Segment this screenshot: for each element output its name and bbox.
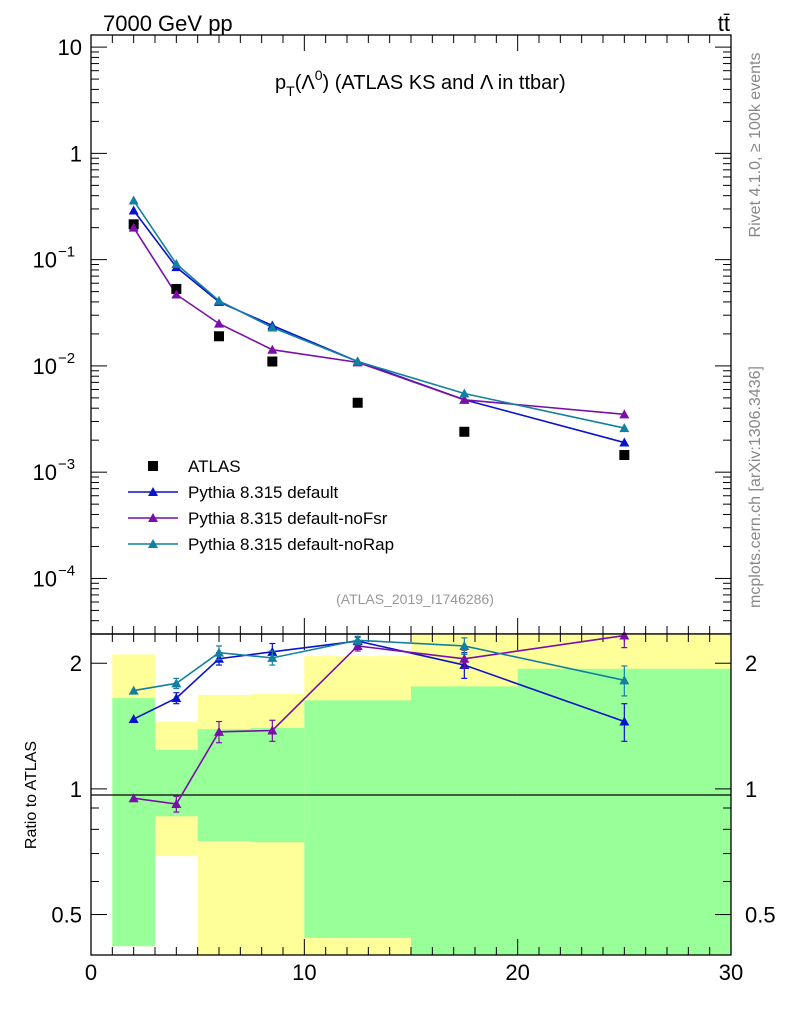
y-tick-exponent: −1 <box>58 244 75 261</box>
main-panel: pT(Λ0) (ATLAS KS and Λ in ttbar) (ATLAS_… <box>33 34 732 635</box>
point-default <box>128 205 139 215</box>
title-sub: T <box>286 83 295 99</box>
legend-marker-noRap <box>148 539 158 548</box>
ratio-point-noRap <box>171 678 182 688</box>
ratio-point-noFsr <box>214 726 224 736</box>
ratio-point-noRap <box>459 640 470 650</box>
point-noFsr <box>459 394 470 404</box>
ratio-point-noRap <box>214 647 224 657</box>
band-green <box>411 686 518 955</box>
point-default <box>619 437 630 447</box>
point-atlas <box>267 356 278 367</box>
point-noRap <box>619 423 630 433</box>
point-atlas <box>619 450 630 461</box>
x-tick-label: 10 <box>292 960 316 985</box>
main-frame <box>90 34 732 635</box>
ratio-point-noFsr <box>171 799 182 809</box>
ratio-ylabel: Ratio to ATLAS <box>23 741 40 849</box>
main-title: pT(Λ0) (ATLAS KS and Λ in ttbar) <box>275 67 566 99</box>
series-line-noFsr <box>132 227 625 416</box>
title-p: p <box>275 72 286 94</box>
ratio-point-noFsr <box>267 725 278 735</box>
ratio-point-default <box>128 714 139 724</box>
header-right: tt̄ <box>718 11 730 36</box>
y-tick-label: 10 <box>58 35 82 60</box>
legend-label-noFsr: Pythia 8.315 default-noFsr <box>188 509 388 528</box>
ratio-point-noFsr <box>352 640 363 650</box>
ratio-point-noRap <box>352 635 363 645</box>
ratio-frame <box>90 633 732 956</box>
legend-marker-noFsr <box>148 513 158 522</box>
point-atlas <box>171 283 182 294</box>
legend: ATLAS Pythia 8.315 default Pythia 8.315 de… <box>128 457 394 554</box>
ratio-y-label-left: 2 <box>70 651 82 676</box>
band-green <box>251 727 305 843</box>
point-noRap <box>267 322 278 332</box>
rivet-label: Rivet 4.1.0, ≥ 100k events <box>747 53 764 238</box>
analysis-watermark: (ATLAS_2019_I1746286) <box>336 591 494 607</box>
point-noFsr <box>267 344 278 354</box>
band-green <box>197 729 251 842</box>
ratio-point-noRap <box>619 675 630 685</box>
ratio-y-label-right: 2 <box>745 651 757 676</box>
ratio-y-label-left: 0.5 <box>51 903 82 928</box>
y-tick-label: 10 <box>33 566 57 591</box>
legend-label-noRap: Pythia 8.315 default-noRap <box>188 535 394 554</box>
legend-label-atlas: ATLAS <box>188 457 241 476</box>
ratio-y-label-right: 1 <box>745 777 757 802</box>
ratio-panel: 2 2 1 1 0.5 0.5 0 10 20 30 Ratio to ATLAS <box>23 630 776 985</box>
point-atlas <box>459 426 470 437</box>
ratio-point-default <box>619 716 630 726</box>
y-tick-label: 10 <box>33 354 57 379</box>
point-atlas <box>352 397 363 408</box>
point-noRap <box>171 258 182 268</box>
series-line-noRap <box>133 200 625 429</box>
point-noRap <box>128 195 139 205</box>
y-tick-exponent: −4 <box>58 562 75 579</box>
legend-label-default: Pythia 8.315 default <box>188 483 339 502</box>
ratio-point-noFsr <box>619 630 630 640</box>
x-tick-label: 0 <box>85 960 97 985</box>
y-tick-label: 1 <box>70 141 82 166</box>
x-tick-label: 30 <box>719 960 743 985</box>
legend-marker-default <box>148 487 158 496</box>
ratio-series <box>128 630 630 813</box>
legend-marker-atlas <box>148 461 158 471</box>
ratio-point-noFsr <box>128 793 139 803</box>
x-tick-label: 20 <box>505 960 529 985</box>
title-rest: ) (ATLAS KS and Λ in ttbar) <box>323 72 566 94</box>
mcplots-label: mcplots.cern.ch [arXiv:1306.3436] <box>747 366 764 608</box>
y-tick-exponent: −3 <box>58 456 75 473</box>
ratio-bands <box>112 634 731 955</box>
point-noFsr <box>128 222 139 232</box>
main-series <box>128 195 630 461</box>
title-sup: 0 <box>315 67 323 83</box>
y-tick-exponent: −2 <box>58 350 75 367</box>
ratio-y-label-left: 1 <box>70 777 82 802</box>
ratio-ticks: 2 2 1 1 0.5 0.5 0 10 20 30 <box>51 634 776 985</box>
ratio-point-noFsr <box>459 653 470 663</box>
point-noRap <box>459 388 470 398</box>
point-noFsr <box>214 318 224 328</box>
ratio-point-noRap <box>267 652 278 662</box>
point-noFsr <box>171 289 182 299</box>
y-tick-label: 10 <box>33 248 57 273</box>
point-atlas <box>214 331 224 342</box>
band-green <box>112 698 155 947</box>
point-noFsr <box>619 409 630 419</box>
band-green <box>304 700 411 938</box>
header-left: 7000 GeV pp <box>103 11 233 36</box>
point-noRap <box>214 295 224 305</box>
ratio-point-default <box>171 693 182 703</box>
ratio-y-label-right: 0.5 <box>745 903 776 928</box>
ratio-point-noRap <box>128 685 139 695</box>
title-lead: (Λ <box>295 72 316 94</box>
point-noRap <box>352 356 363 366</box>
y-tick-label: 10 <box>33 460 57 485</box>
